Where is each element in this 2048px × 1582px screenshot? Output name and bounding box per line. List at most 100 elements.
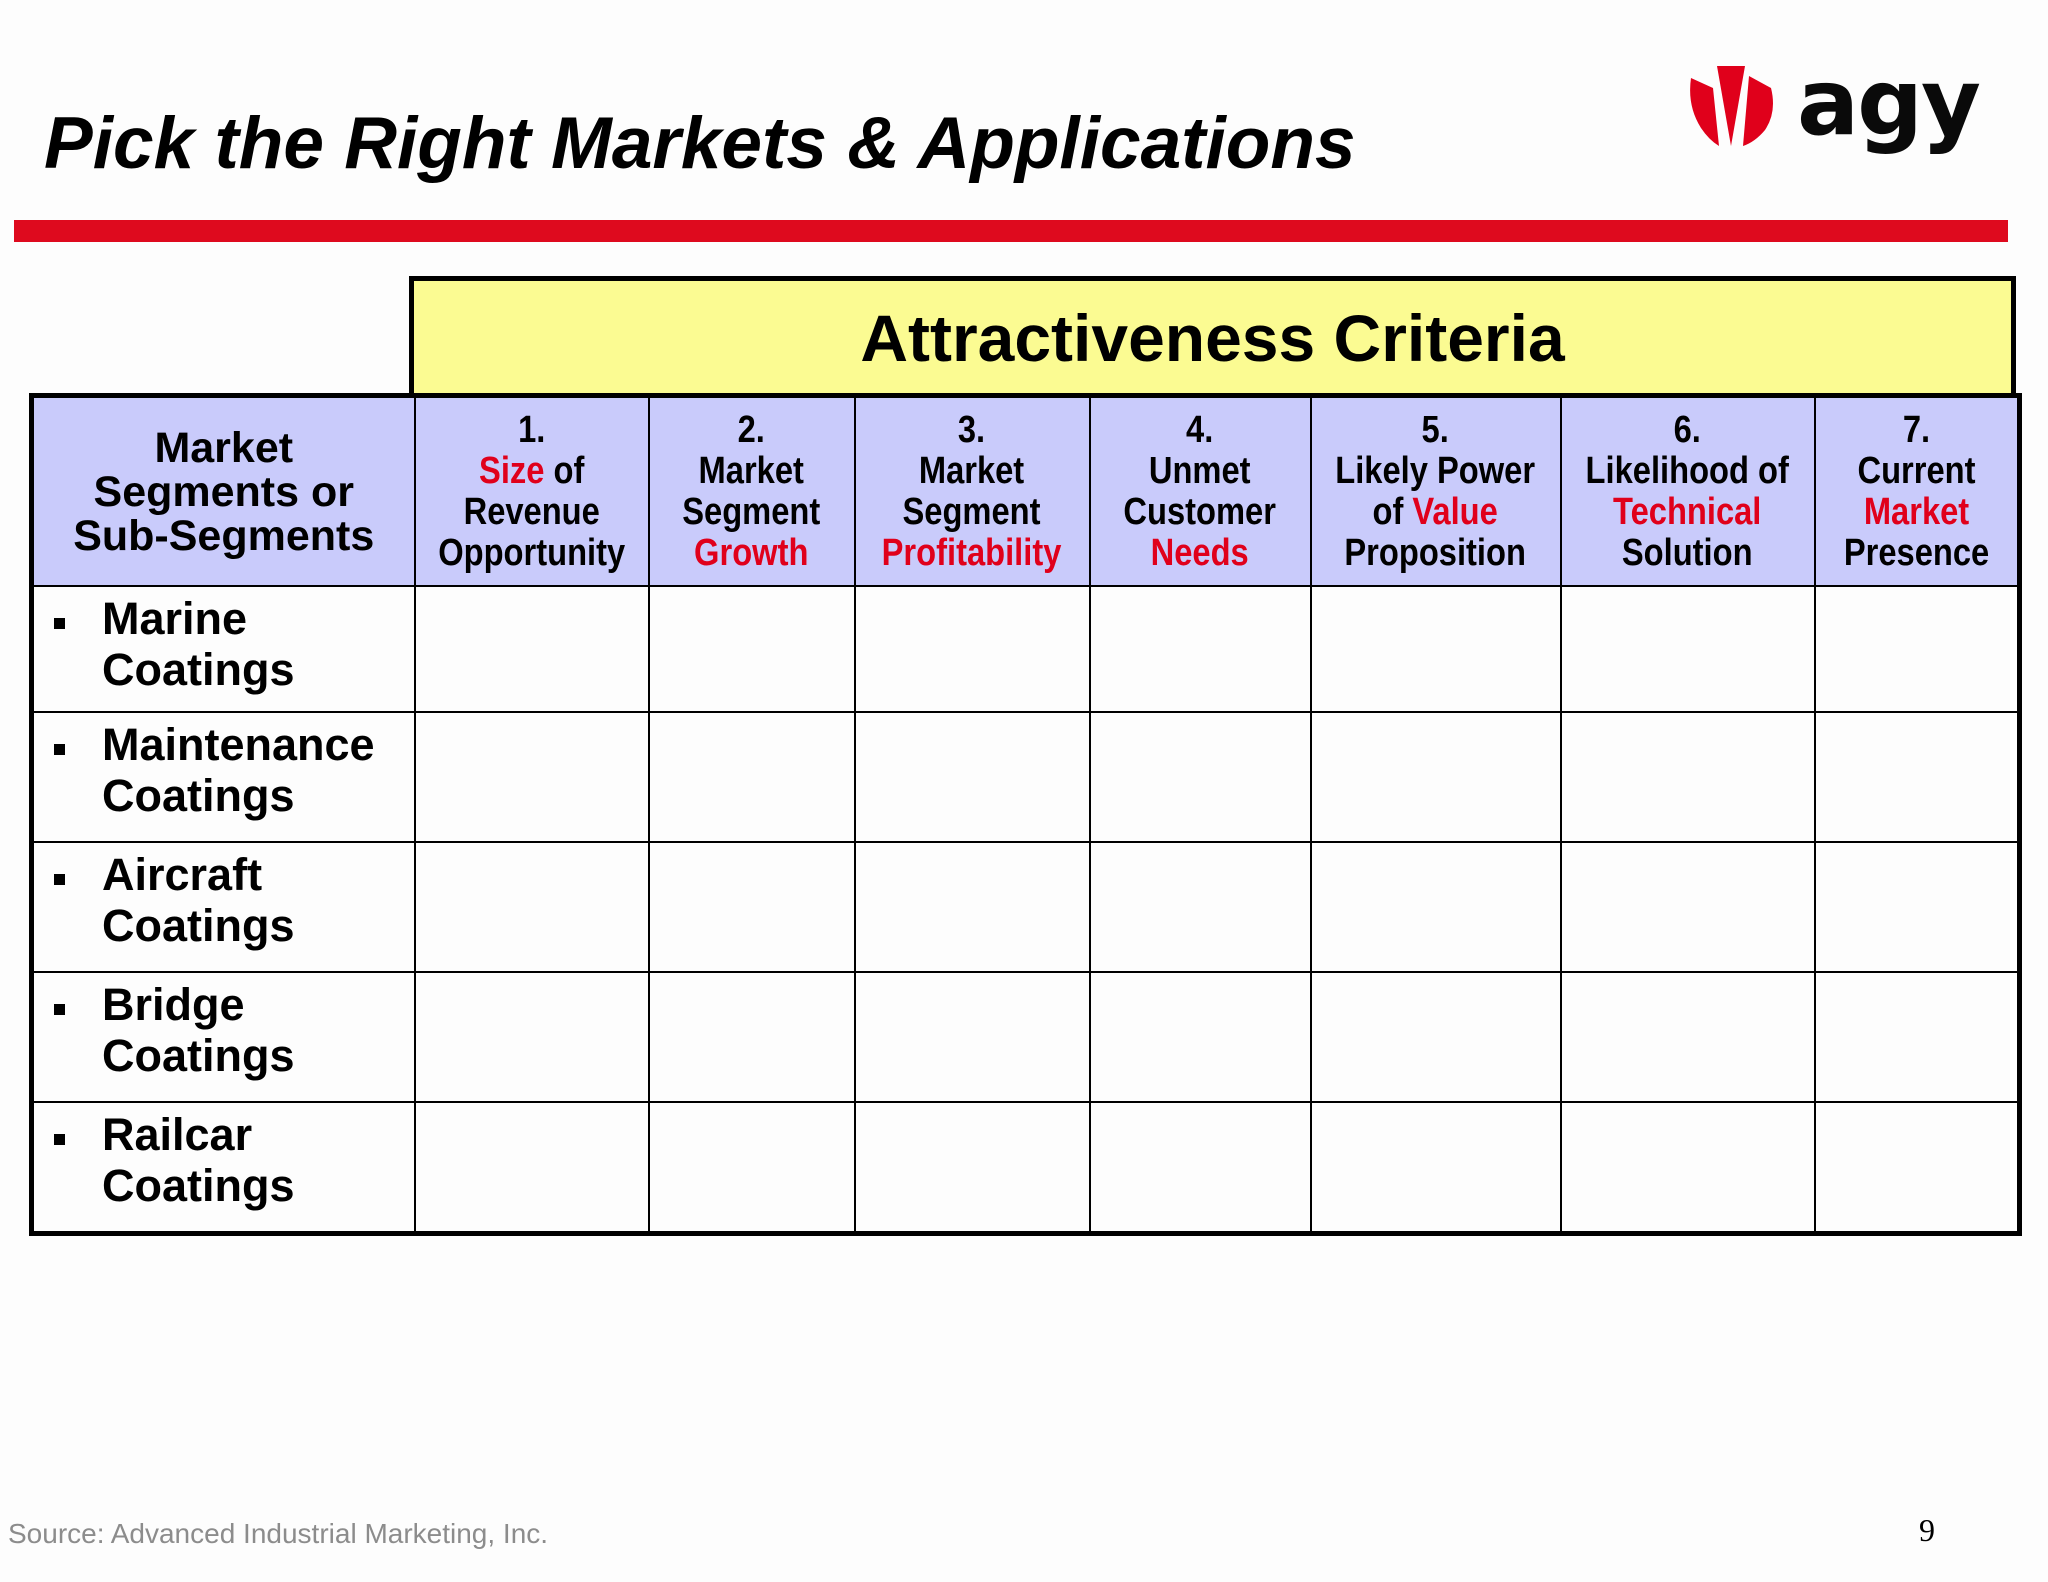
rating-cell bbox=[647, 841, 856, 973]
rating-cell bbox=[1559, 585, 1816, 713]
segment-name-line: Railcar bbox=[102, 1109, 253, 1160]
criterion-header-7: 7. Current Market Presence bbox=[1813, 394, 2021, 587]
segment-name-line: Bridge bbox=[102, 979, 245, 1030]
criterion-number: 4. bbox=[1186, 408, 1214, 451]
criterion-line: Revenue bbox=[463, 490, 600, 533]
rating-cell bbox=[853, 1101, 1091, 1235]
attractiveness-matrix: Market Segments or Sub-Segments 1. Size … bbox=[29, 393, 2022, 1236]
rating-cell bbox=[1559, 1101, 1816, 1235]
rating-cell bbox=[647, 585, 856, 713]
segment-name: Marine Coatings bbox=[102, 593, 295, 695]
logo-wordmark: agy bbox=[1797, 49, 1981, 156]
criterion-line: Customer bbox=[1123, 490, 1277, 533]
rating-cell bbox=[1309, 971, 1562, 1103]
criterion-header-5: 5. Likely Power of Value Proposition bbox=[1309, 394, 1562, 587]
segment-name-line: Coatings bbox=[102, 1160, 295, 1211]
criterion-line: Current bbox=[1857, 449, 1976, 492]
source-note: Source: Advanced Industrial Marketing, I… bbox=[8, 1518, 549, 1549]
criterion-line: Unmet bbox=[1149, 449, 1251, 492]
criterion-header-6: 6. Likelihood of Technical Solution bbox=[1559, 394, 1816, 587]
segment-name-line: Aircraft bbox=[102, 849, 263, 900]
bullet-icon bbox=[54, 874, 65, 885]
criterion-line: Market bbox=[698, 449, 805, 492]
criterion-number: 6. bbox=[1673, 408, 1702, 451]
segment-label-cell: Maintenance Coatings bbox=[30, 711, 416, 843]
rating-cell bbox=[1309, 711, 1562, 843]
rating-cell bbox=[413, 971, 650, 1103]
matrix-header-row: Market Segments or Sub-Segments 1. Size … bbox=[30, 394, 2021, 587]
bullet-icon bbox=[54, 1004, 65, 1015]
rating-cell bbox=[1309, 841, 1562, 973]
segment-name: Bridge Coatings bbox=[102, 979, 295, 1081]
criterion-keyword: Market bbox=[1863, 490, 1969, 533]
rating-cell bbox=[1813, 711, 2021, 843]
rating-cell bbox=[1088, 971, 1312, 1103]
criteria-heading: Attractiveness Criteria bbox=[409, 276, 2016, 394]
criterion-keyword: Size bbox=[478, 449, 545, 492]
criterion-line: Opportunity bbox=[438, 531, 625, 574]
segment-label-cell: Railcar Coatings bbox=[30, 1101, 416, 1235]
criterion-header-1: 1. Size of Revenue Opportunity bbox=[413, 394, 650, 587]
criteria-heading-label: Attractiveness Criteria bbox=[860, 300, 1565, 375]
criterion-text: of bbox=[544, 449, 585, 492]
segment-row: Maintenance Coatings bbox=[30, 711, 2021, 843]
rating-cell bbox=[1088, 1101, 1312, 1235]
rating-cell bbox=[1309, 1101, 1562, 1235]
criterion-line: of Value bbox=[1336, 490, 1536, 533]
criterion-line: Segment bbox=[902, 490, 1042, 533]
segment-header-line: Segments or bbox=[93, 467, 354, 516]
criterion-keyword: Profitability bbox=[882, 531, 1062, 574]
rating-cell bbox=[1088, 711, 1312, 843]
segment-name-line: Coatings bbox=[102, 900, 295, 951]
segment-label-cell: Bridge Coatings bbox=[30, 971, 416, 1103]
criterion-keyword: Value bbox=[1412, 490, 1499, 533]
criterion-line: Proposition bbox=[1344, 531, 1527, 574]
bullet-icon bbox=[54, 1134, 65, 1145]
segment-row: Bridge Coatings bbox=[30, 971, 2021, 1103]
title-divider bbox=[14, 220, 2008, 242]
criterion-number: 1. bbox=[517, 408, 546, 451]
rating-cell bbox=[413, 585, 650, 713]
criterion-text: of bbox=[1372, 490, 1413, 533]
criterion-keyword: Growth bbox=[694, 531, 809, 574]
rating-cell bbox=[413, 841, 650, 973]
criterion-line: Market bbox=[919, 449, 1025, 492]
segment-header-line: Sub-Segments bbox=[73, 511, 375, 560]
criterion-number: 3. bbox=[958, 408, 986, 451]
segment-name-line: Coatings bbox=[102, 644, 295, 695]
rating-cell bbox=[1088, 585, 1312, 713]
agy-logo: agy bbox=[1685, 52, 2015, 166]
segment-row: Marine Coatings bbox=[30, 585, 2021, 713]
segment-label-cell: Marine Coatings bbox=[30, 585, 416, 713]
segment-name: Aircraft Coatings bbox=[102, 849, 295, 951]
segment-row: Railcar Coatings bbox=[30, 1101, 2021, 1235]
rating-cell bbox=[647, 711, 856, 843]
agy-logo-mark-icon bbox=[1690, 66, 1773, 146]
criterion-keyword: Needs bbox=[1150, 531, 1250, 574]
rating-cell bbox=[1813, 971, 2021, 1103]
criterion-keyword: Technical bbox=[1613, 490, 1762, 533]
rating-cell bbox=[413, 1101, 650, 1235]
rating-cell bbox=[1813, 585, 2021, 713]
criterion-line: Presence bbox=[1843, 531, 1989, 574]
segment-row: Aircraft Coatings bbox=[30, 841, 2021, 973]
rating-cell bbox=[853, 585, 1091, 713]
segment-name-line: Coatings bbox=[102, 770, 295, 821]
criterion-header-2: 2. Market Segment Growth bbox=[647, 394, 856, 587]
bullet-icon bbox=[54, 744, 65, 755]
segment-label-cell: Aircraft Coatings bbox=[30, 841, 416, 973]
segment-name: Railcar Coatings bbox=[102, 1109, 295, 1211]
criterion-line: Likely Power bbox=[1335, 449, 1536, 492]
rating-cell bbox=[413, 711, 650, 843]
rating-cell bbox=[1813, 841, 2021, 973]
criterion-header-4: 4. Unmet Customer Needs bbox=[1088, 394, 1312, 587]
rating-cell bbox=[853, 971, 1091, 1103]
rating-cell bbox=[1813, 1101, 2021, 1235]
criterion-line: Likelihood of bbox=[1585, 449, 1790, 492]
segment-header-line: Market bbox=[154, 423, 294, 472]
rating-cell bbox=[647, 971, 856, 1103]
rating-cell bbox=[1559, 841, 1816, 973]
segment-name-line: Marine bbox=[102, 593, 248, 644]
rating-cell bbox=[853, 841, 1091, 973]
criterion-line: Size of bbox=[438, 449, 625, 492]
